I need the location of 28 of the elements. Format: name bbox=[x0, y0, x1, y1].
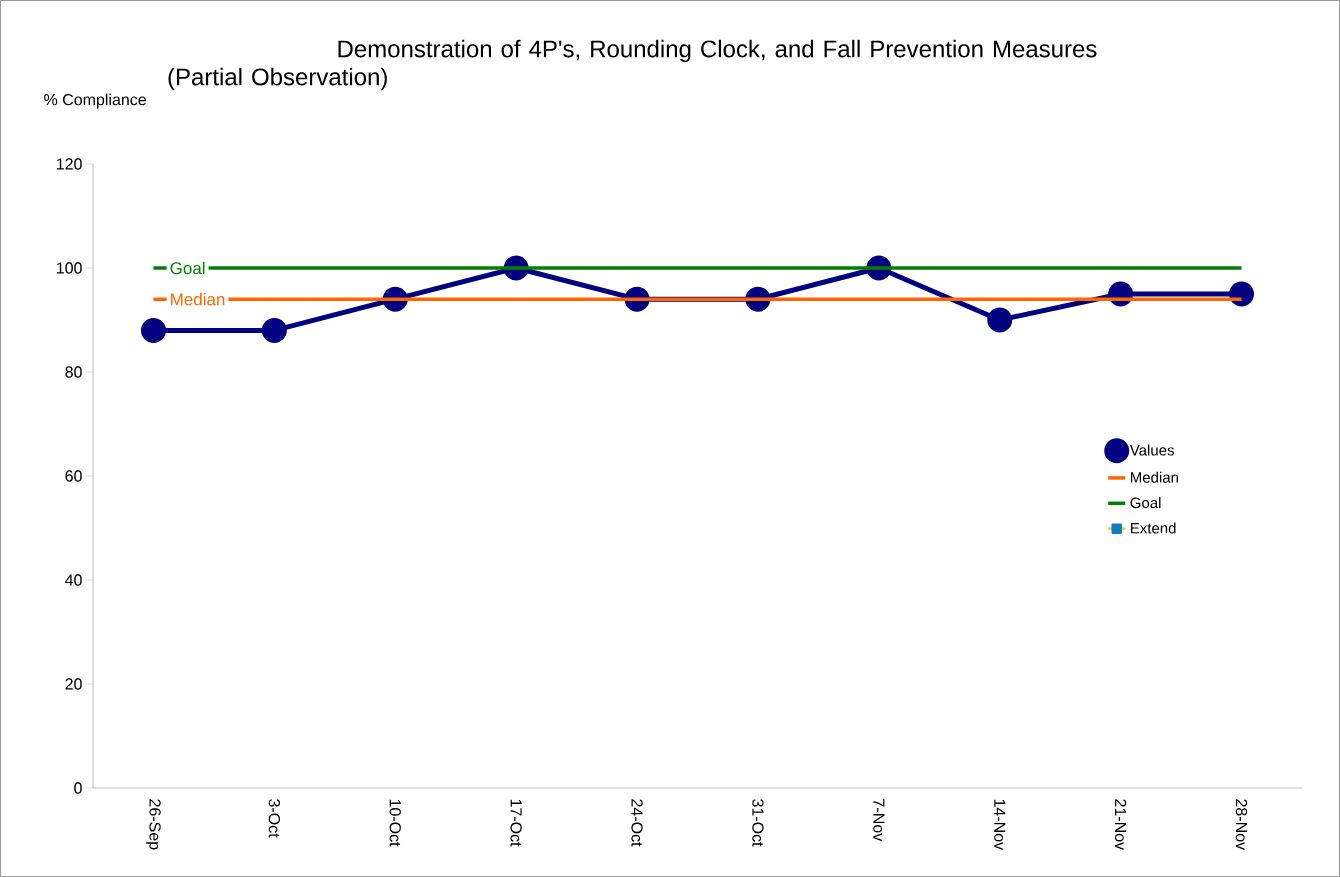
y-tick-label: 80 bbox=[65, 366, 82, 378]
y-tick-label: 60 bbox=[65, 470, 82, 482]
x-tick-label: 10-Oct bbox=[389, 799, 401, 847]
y-tick-label: 120 bbox=[57, 158, 82, 170]
x-tick-label: 28-Nov bbox=[1235, 799, 1248, 851]
legend-label: Goal bbox=[1130, 497, 1161, 509]
x-tick-label: 24-Oct bbox=[631, 799, 643, 847]
point bbox=[261, 317, 287, 343]
x-tick-label: 21-Nov bbox=[1114, 799, 1127, 851]
annotation: Median bbox=[171, 292, 225, 306]
y-tick-label: 0 bbox=[74, 782, 82, 794]
x-tick-label: 26-Sep bbox=[146, 799, 161, 850]
y-tick-label: 100 bbox=[57, 262, 82, 274]
point bbox=[140, 317, 166, 343]
x-tick-label: 31-Oct bbox=[752, 799, 764, 847]
y-axis-title: % Compliance bbox=[44, 93, 146, 109]
legend-label: Values bbox=[1129, 444, 1174, 456]
x-tick-label: 17-Oct bbox=[510, 799, 522, 847]
legend-label: Extend bbox=[1130, 522, 1176, 534]
point bbox=[987, 307, 1013, 333]
y-tick-label: 20 bbox=[65, 678, 82, 690]
x-tick-label: 14-Nov bbox=[994, 799, 1006, 851]
chart-title: Demonstration of 4P's, Rounding Clock, and Fall Prevention Measures (Partial Observation) bbox=[168, 39, 1097, 91]
x-tick-label: 7-Nov bbox=[873, 799, 885, 842]
legend-label: Median bbox=[1130, 471, 1178, 483]
y-tick-label: 40 bbox=[65, 574, 82, 586]
x-tick-label: 3-Oct bbox=[268, 799, 281, 838]
annotation: Goal bbox=[170, 261, 205, 275]
